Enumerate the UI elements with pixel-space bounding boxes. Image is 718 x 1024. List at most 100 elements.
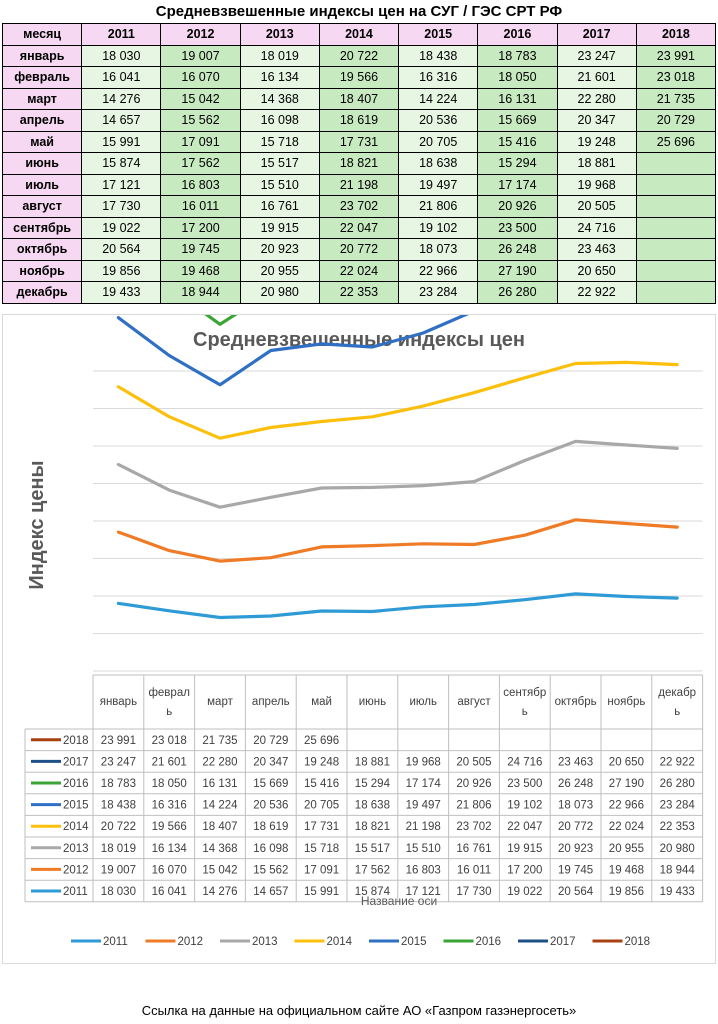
value-cell: 20 505 bbox=[556, 195, 637, 218]
value-cell: 20 980 bbox=[239, 281, 320, 304]
data-value: 20 729 bbox=[253, 735, 288, 747]
category-label: ь bbox=[522, 706, 528, 718]
value-cell: 19 856 bbox=[81, 259, 162, 282]
data-value: 18 821 bbox=[355, 821, 390, 833]
value-cell: 21 198 bbox=[318, 173, 400, 196]
value-cell: 22 353 bbox=[318, 281, 400, 304]
data-value: 22 922 bbox=[660, 756, 695, 768]
series-line-2012 bbox=[116, 518, 679, 563]
year-column-header: 2013 bbox=[239, 23, 320, 46]
value-cell: 21 735 bbox=[635, 87, 717, 110]
page-title: Средневзвешенные индексы цен на СУГ / ГЭ… bbox=[155, 3, 563, 20]
category-label: октябрь bbox=[555, 696, 597, 708]
value-cell: 18 783 bbox=[477, 44, 558, 67]
value-cell bbox=[635, 195, 717, 218]
value-cell: 19 566 bbox=[318, 66, 400, 89]
data-value: 15 294 bbox=[355, 778, 391, 790]
data-value: 15 991 bbox=[304, 886, 339, 898]
value-cell: 14 276 bbox=[81, 87, 162, 110]
value-cell: 26 248 bbox=[477, 238, 558, 261]
value-cell: 15 718 bbox=[239, 130, 320, 153]
series-line-2011 bbox=[116, 592, 679, 620]
value-cell: 15 416 bbox=[477, 130, 558, 153]
value-cell: 17 121 bbox=[81, 173, 162, 196]
value-cell: 23 463 bbox=[556, 238, 637, 261]
value-cell: 14 368 bbox=[239, 87, 320, 110]
data-value: 16 011 bbox=[457, 864, 491, 876]
chart-area: Средневзвешенные индексы цен Индекс цены я… bbox=[2, 314, 716, 964]
value-cell: 20 705 bbox=[398, 130, 479, 153]
data-value: 18 438 bbox=[101, 800, 136, 812]
category-label: сентябр bbox=[503, 687, 546, 699]
series-name: 2015 bbox=[63, 800, 89, 812]
value-cell: 16 803 bbox=[160, 173, 241, 196]
value-cell: 23 500 bbox=[477, 216, 558, 239]
data-value: 20 722 bbox=[101, 821, 136, 833]
data-value: 19 022 bbox=[507, 886, 542, 898]
value-cell: 23 702 bbox=[318, 195, 400, 218]
value-cell: 16 098 bbox=[239, 109, 320, 132]
category-label: апрель bbox=[252, 696, 290, 708]
month-cell: сентябрь bbox=[1, 216, 83, 239]
category-label: феврал bbox=[148, 687, 189, 699]
data-value: 18 407 bbox=[202, 821, 237, 833]
value-cell: 16 134 bbox=[239, 66, 320, 89]
value-cell: 16 041 bbox=[81, 66, 162, 89]
data-value: 22 047 bbox=[507, 821, 542, 833]
legend-label: 2018 bbox=[625, 936, 651, 948]
value-cell: 17 730 bbox=[81, 195, 162, 218]
value-cell: 23 018 bbox=[635, 66, 717, 89]
month-cell: ноябрь bbox=[1, 259, 83, 282]
value-cell: 19 968 bbox=[556, 173, 637, 196]
data-value: 17 174 bbox=[406, 778, 442, 790]
data-value: 21 806 bbox=[456, 800, 491, 812]
data-value: 19 433 bbox=[660, 886, 695, 898]
data-value: 20 926 bbox=[456, 778, 491, 790]
table-row: август 17 730 16 011 16 761 23 702 21 806 20 9… bbox=[1, 195, 717, 218]
data-value: 15 562 bbox=[253, 864, 288, 876]
value-cell: 19 433 bbox=[81, 281, 162, 304]
value-cell: 18 638 bbox=[398, 152, 479, 175]
data-value: 14 276 bbox=[202, 886, 237, 898]
value-cell: 20 650 bbox=[556, 259, 637, 282]
category-label: декабр bbox=[658, 687, 696, 699]
data-value: 22 024 bbox=[609, 821, 645, 833]
year-column-header: 2018 bbox=[635, 23, 717, 46]
data-value: 23 991 bbox=[101, 735, 136, 747]
year-column-header: 2011 bbox=[81, 23, 162, 46]
price-index-table: месяц 2011 2012 2013 2014 2015 2016 2017 2018 ян… bbox=[1, 23, 717, 304]
data-value: 21 198 bbox=[406, 821, 441, 833]
value-cell: 20 955 bbox=[239, 259, 320, 282]
data-value: 17 121 bbox=[406, 886, 441, 898]
value-cell: 15 562 bbox=[160, 109, 241, 132]
data-value: 17 091 bbox=[304, 864, 339, 876]
value-cell: 15 991 bbox=[81, 130, 162, 153]
month-cell: апрель bbox=[1, 109, 83, 132]
value-cell: 18 821 bbox=[318, 152, 400, 175]
category-label: июнь bbox=[359, 696, 386, 708]
value-cell bbox=[635, 238, 717, 261]
value-cell: 20 564 bbox=[81, 238, 162, 261]
value-cell: 15 042 bbox=[160, 87, 241, 110]
data-value: 18 638 bbox=[355, 800, 390, 812]
data-value: 19 745 bbox=[558, 864, 593, 876]
data-value: 16 070 bbox=[152, 864, 187, 876]
value-cell: 20 347 bbox=[556, 109, 637, 132]
data-value: 18 944 bbox=[660, 864, 696, 876]
value-cell: 15 517 bbox=[239, 152, 320, 175]
year-column-header: 2014 bbox=[318, 23, 400, 46]
value-cell: 17 562 bbox=[160, 152, 241, 175]
data-value: 16 134 bbox=[152, 843, 188, 855]
data-value: 19 856 bbox=[609, 886, 644, 898]
series-line-2016 bbox=[204, 315, 238, 326]
data-value: 18 030 bbox=[101, 886, 136, 898]
value-cell: 20 923 bbox=[239, 238, 320, 261]
table-row: декабрь 19 433 18 944 20 980 22 353 23 284 26 … bbox=[1, 281, 717, 304]
value-cell bbox=[635, 259, 717, 282]
value-cell: 18 019 bbox=[239, 44, 320, 67]
data-value: 23 463 bbox=[558, 756, 593, 768]
month-cell: июнь bbox=[1, 152, 83, 175]
data-value: 19 497 bbox=[406, 800, 441, 812]
value-cell: 19 102 bbox=[398, 216, 479, 239]
data-value: 21 735 bbox=[202, 735, 237, 747]
